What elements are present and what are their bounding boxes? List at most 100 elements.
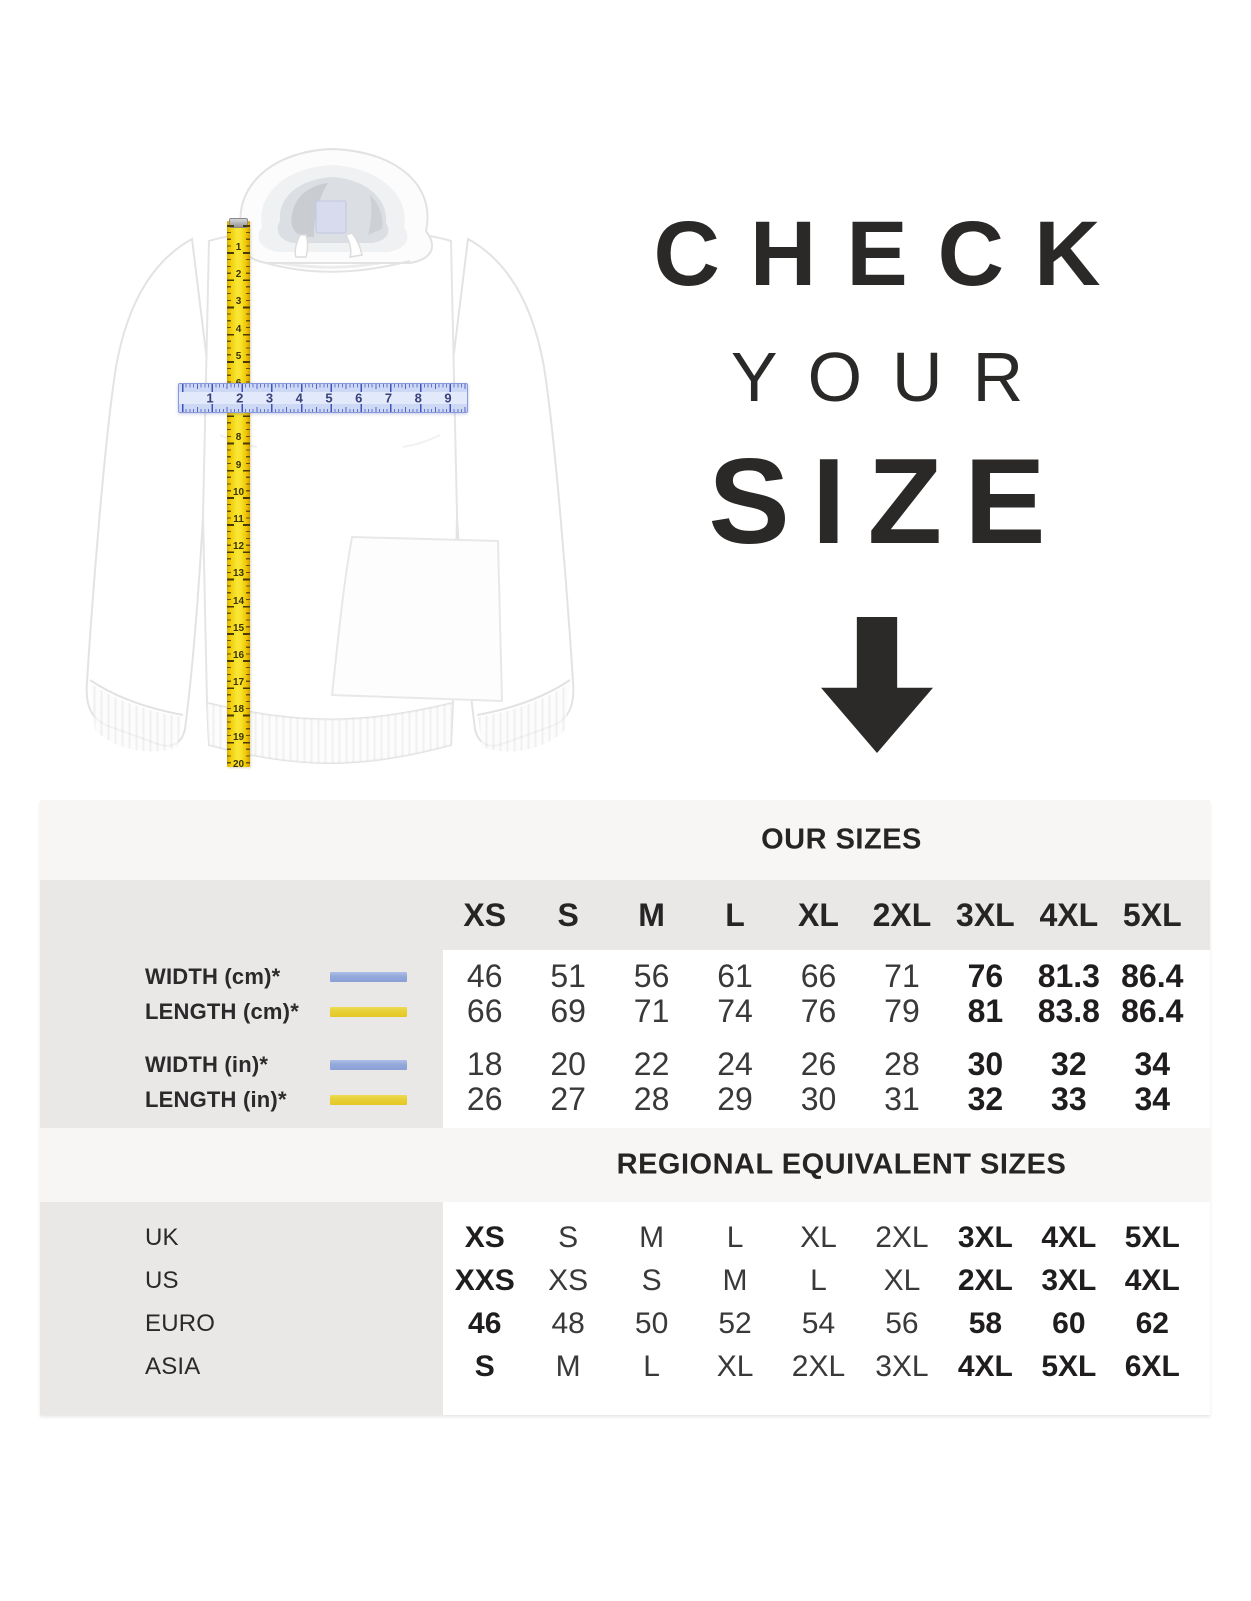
ruler-number: 5: [325, 390, 333, 406]
size-value-cell: 52: [718, 1306, 752, 1340]
size-value-cell: 56: [885, 1306, 919, 1340]
size-value-cell: 50: [634, 1306, 669, 1340]
regional-row: US XXS XS S M L XL 2XL 3XL 4XL: [40, 1259, 1210, 1302]
row-label-cell: WIDTH (cm)*: [40, 958, 443, 995]
size-value-cell: XL: [800, 1220, 837, 1254]
size-value-cell: 4XL: [957, 1349, 1013, 1383]
tape-ticks-right: [243, 225, 250, 767]
row-label-cell: LENGTH (cm)*: [40, 993, 443, 1030]
size-value-cell: 46: [468, 1306, 502, 1340]
size-column-header: S: [557, 896, 579, 933]
size-value-cell: XXS: [454, 1263, 515, 1297]
size-value-cell: 4XL: [1041, 1220, 1097, 1254]
region-label: ASIA: [145, 1352, 201, 1380]
ruler-number: 2: [236, 390, 244, 406]
region-label: EURO: [145, 1309, 216, 1337]
ruler-number: 3: [265, 390, 274, 406]
size-value-cell: 26: [466, 1081, 503, 1117]
size-value-cell: 71: [884, 958, 920, 994]
tape-clip: [229, 218, 248, 228]
tape-number: 14: [232, 595, 245, 607]
size-value-cell: 2XL: [791, 1349, 846, 1383]
row-label-cell: US: [40, 1259, 443, 1302]
size-value-cell: 61: [717, 958, 753, 994]
size-value-cell: 26: [800, 1046, 837, 1082]
size-value-cell: 74: [717, 993, 753, 1029]
size-value-cell: 4XL: [1124, 1263, 1180, 1297]
ruler-number: 9: [444, 390, 452, 406]
regional-section: UK XS S M L XL 2XL 3XL 4XL 5XL US XXS XS S M L XL 2XL 3XL 4…: [40, 1202, 1210, 1415]
regional-band: REGIONAL EQUIVALENT SIZES: [40, 1128, 1210, 1202]
tape-number: 13: [232, 568, 245, 580]
size-value-cell: M: [555, 1349, 581, 1383]
tape-number: 12: [232, 541, 245, 553]
size-column-header: 2XL: [872, 896, 932, 933]
size-column-header: XS: [463, 896, 507, 933]
our-sizes-band: OUR SIZES: [40, 800, 1210, 880]
size-header-row: XS S M L XL 2XL 3XL 4XL 5XL: [40, 880, 1210, 950]
hoodie-svg: [85, 147, 575, 764]
size-value-cell: 79: [884, 993, 920, 1029]
tape-number: 8: [235, 432, 242, 444]
size-value-cell: 34: [1134, 1046, 1171, 1082]
measurement-row: LENGTH (in)* 26 27 28 29 30 31 32 33 34: [40, 1081, 1210, 1118]
size-column-header: 5XL: [1122, 896, 1182, 933]
size-value-cell: M: [722, 1263, 748, 1297]
measurements-section: WIDTH (cm)* 46 51 56 61 66 71 76 81.3 86.4 LENGTH …: [40, 950, 1210, 1128]
tape-number: 16: [232, 650, 245, 661]
size-value-cell: S: [641, 1263, 662, 1297]
size-value-cell: 5XL: [1041, 1349, 1097, 1383]
size-value-cell: 54: [801, 1306, 836, 1340]
row-label-cell: UK: [40, 1216, 443, 1259]
size-value-cell: 81: [967, 993, 1004, 1029]
row-label-cell: LENGTH (in)*: [40, 1081, 443, 1118]
size-value-cell: M: [639, 1220, 665, 1254]
neck-tag: [315, 200, 347, 234]
size-value-cell: 58: [968, 1306, 1003, 1340]
size-value-cell: 83.8: [1037, 993, 1100, 1029]
tape-number: 2: [235, 269, 242, 281]
check-your-size-heading: CHECK YOUR SIZE: [617, 202, 1137, 753]
tape-number: 17: [232, 677, 245, 689]
size-column-header: 4XL: [1039, 896, 1099, 933]
size-value-cell: 86.4: [1121, 993, 1184, 1029]
row-group-gap: [40, 1028, 1210, 1046]
size-value-cell: 27: [550, 1081, 586, 1117]
ruler-ticks-top: [182, 384, 467, 392]
size-value-cell: 76: [800, 993, 837, 1029]
regional-row: EURO 46 48 50 52 54 56 58 60 62: [40, 1302, 1210, 1345]
ruler-ticks-bottom: [182, 404, 467, 412]
row-label: WIDTH (in)*: [145, 1051, 269, 1077]
row-label: LENGTH (in)*: [145, 1086, 287, 1112]
tape-number: 10: [232, 486, 245, 498]
ruler-number: 4: [295, 390, 303, 406]
measurement-row: LENGTH (cm)* 66 69 71 74 76 79 81 83.8 86.4: [40, 993, 1210, 1030]
size-value-cell: L: [643, 1349, 660, 1383]
our-sizes-title: OUR SIZES: [761, 823, 922, 856]
size-value-cell: S: [558, 1220, 579, 1254]
ruler-number: 8: [414, 390, 422, 406]
tape-number: 1: [235, 242, 242, 253]
measurement-row: WIDTH (cm)* 46 51 56 61 66 71 76 81.3 86.4: [40, 958, 1210, 995]
size-value-cell: 20: [550, 1046, 586, 1082]
size-value-cell: 76: [967, 958, 1004, 994]
size-value-cell: 6XL: [1124, 1349, 1180, 1383]
size-value-cell: 86.4: [1121, 958, 1184, 994]
row-label-cell: EURO: [40, 1302, 443, 1345]
heading-check: CHECK: [653, 203, 1131, 305]
size-value-cell: 22: [633, 1046, 670, 1082]
row-label: WIDTH (cm)*: [145, 963, 281, 989]
regional-row: UK XS S M L XL 2XL 3XL 4XL 5XL: [40, 1216, 1210, 1259]
tape-number: 5: [235, 350, 242, 362]
hoodie-illustration: [70, 135, 590, 780]
size-value-cell: 28: [884, 1046, 920, 1082]
ruler-number: 6: [355, 390, 363, 406]
size-value-cell: 62: [1135, 1306, 1169, 1340]
legend-bar-blue: [330, 971, 407, 982]
tape-number: 19: [232, 731, 245, 743]
size-value-cell: XL: [883, 1263, 921, 1297]
tape-ticks-left: [227, 225, 234, 767]
size-value-cell: L: [726, 1220, 744, 1254]
size-value-cell: 32: [1051, 1046, 1087, 1082]
